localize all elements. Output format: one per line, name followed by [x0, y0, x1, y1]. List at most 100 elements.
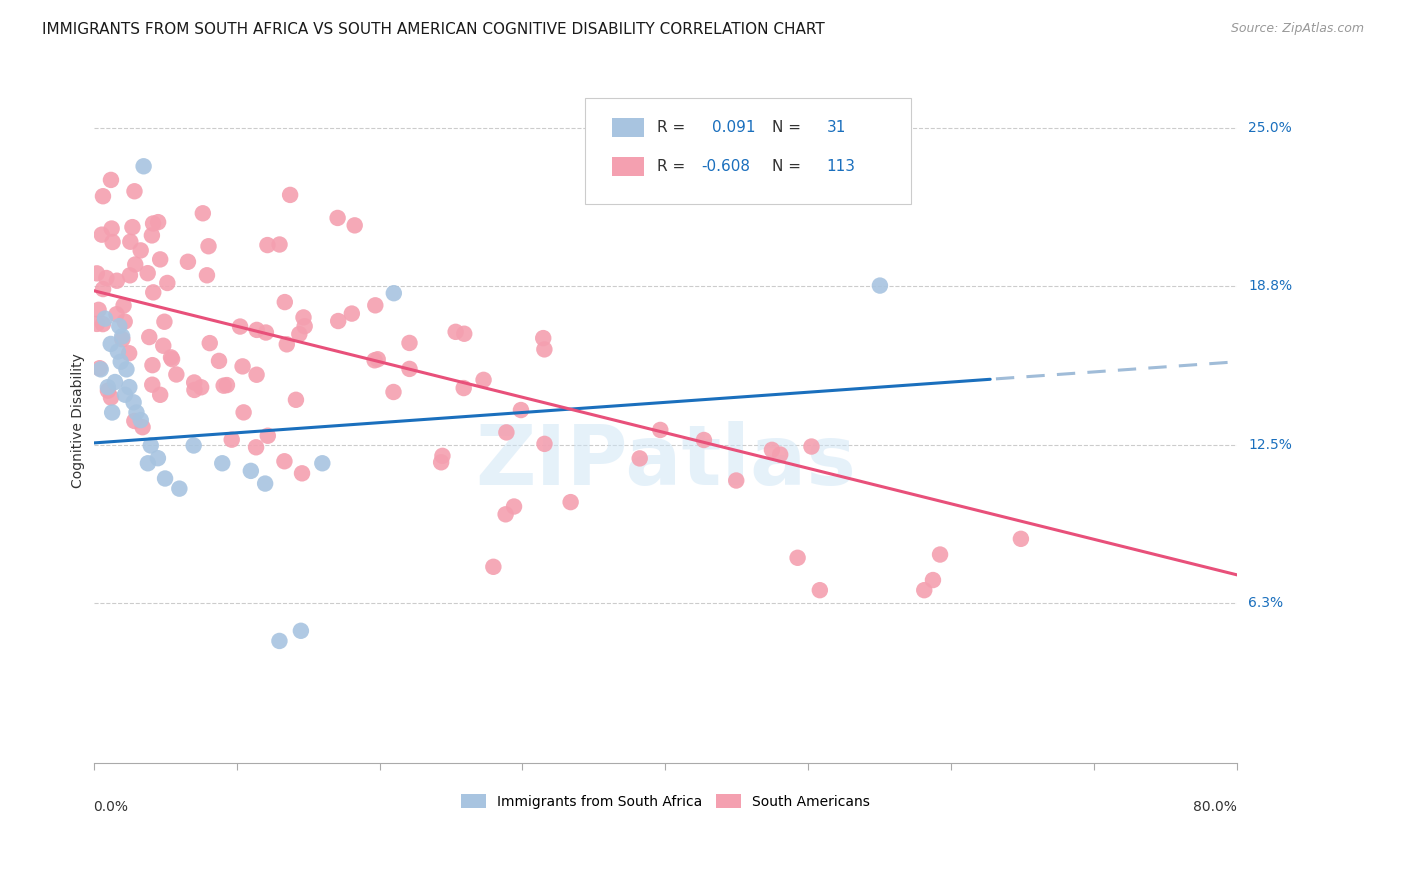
Text: -0.608: -0.608	[702, 159, 749, 174]
Text: 0.091: 0.091	[713, 120, 756, 135]
Text: 25.0%: 25.0%	[1249, 121, 1292, 136]
Point	[138, 330, 160, 344]
Text: 18.8%: 18.8%	[1249, 278, 1292, 293]
Point	[284, 392, 307, 407]
Point	[693, 433, 716, 447]
Point	[136, 456, 159, 470]
Point	[160, 352, 183, 367]
Point	[101, 235, 124, 249]
Point	[136, 266, 159, 280]
Point	[254, 476, 277, 491]
Point	[212, 378, 235, 392]
Point	[363, 353, 385, 368]
Point	[256, 238, 278, 252]
Point	[91, 282, 114, 296]
Point	[100, 391, 122, 405]
Point	[100, 173, 122, 187]
Point	[183, 383, 205, 397]
FancyBboxPatch shape	[585, 98, 911, 204]
Point	[628, 451, 651, 466]
Point	[364, 298, 387, 312]
Point	[165, 368, 187, 382]
Point	[215, 378, 238, 392]
Point	[453, 326, 475, 341]
Point	[292, 310, 315, 325]
Point	[533, 343, 555, 357]
Point	[108, 319, 131, 334]
Point	[786, 550, 808, 565]
Point	[160, 351, 183, 365]
Point	[124, 184, 146, 198]
Point	[120, 235, 142, 249]
Point	[153, 471, 176, 485]
Point	[94, 311, 117, 326]
Point	[90, 227, 112, 242]
Point	[89, 361, 111, 376]
Point	[115, 362, 138, 376]
Point	[91, 189, 114, 203]
Point	[118, 346, 141, 360]
Point	[118, 380, 141, 394]
Text: IMMIGRANTS FROM SOUTH AFRICA VS SOUTH AMERICAN COGNITIVE DISABILITY CORRELATION : IMMIGRANTS FROM SOUTH AFRICA VS SOUTH AM…	[42, 22, 825, 37]
Y-axis label: Cognitive Disability: Cognitive Disability	[72, 352, 86, 488]
Point	[142, 217, 165, 231]
Point	[453, 381, 475, 395]
Point	[131, 420, 153, 434]
Point	[152, 339, 174, 353]
Point	[430, 455, 453, 469]
Point	[245, 368, 267, 382]
Point	[146, 451, 169, 466]
Point	[291, 467, 314, 481]
Point	[87, 302, 110, 317]
Point	[229, 319, 252, 334]
Point	[290, 624, 312, 638]
Point	[91, 317, 114, 331]
Point	[97, 380, 120, 394]
Point	[761, 442, 783, 457]
Point	[141, 228, 163, 243]
FancyBboxPatch shape	[612, 118, 644, 137]
Point	[110, 355, 132, 369]
Point	[382, 384, 405, 399]
Point	[274, 295, 297, 310]
Point	[769, 448, 792, 462]
Point	[503, 500, 526, 514]
Point	[294, 319, 316, 334]
Point	[149, 388, 172, 402]
Point	[125, 405, 148, 419]
Text: N =: N =	[772, 120, 806, 135]
Text: 31: 31	[827, 120, 846, 135]
Point	[86, 266, 108, 280]
Point	[912, 583, 935, 598]
Point	[122, 395, 145, 409]
Text: R =: R =	[658, 159, 690, 174]
Point	[254, 326, 277, 340]
Point	[367, 352, 389, 367]
Point	[269, 237, 291, 252]
Text: Source: ZipAtlas.com: Source: ZipAtlas.com	[1230, 22, 1364, 36]
FancyBboxPatch shape	[612, 157, 644, 176]
Point	[808, 583, 831, 598]
Point	[86, 317, 108, 331]
Point	[1010, 532, 1032, 546]
Point	[273, 454, 295, 468]
Point	[190, 380, 212, 394]
Point	[288, 327, 311, 342]
Point	[725, 474, 748, 488]
Point	[533, 437, 555, 451]
Point	[929, 548, 952, 562]
Text: ZIPatlas: ZIPatlas	[475, 421, 856, 501]
Point	[382, 286, 405, 301]
Point	[149, 252, 172, 267]
Point	[256, 429, 278, 443]
Point	[197, 239, 219, 253]
Point	[869, 278, 891, 293]
Text: N =: N =	[772, 159, 806, 174]
Point	[276, 337, 298, 351]
Legend: Immigrants from South Africa, South Americans: Immigrants from South Africa, South Amer…	[456, 789, 876, 814]
Point	[146, 215, 169, 229]
Point	[208, 354, 231, 368]
Point	[278, 188, 301, 202]
Point	[100, 221, 122, 235]
Point	[495, 508, 517, 522]
